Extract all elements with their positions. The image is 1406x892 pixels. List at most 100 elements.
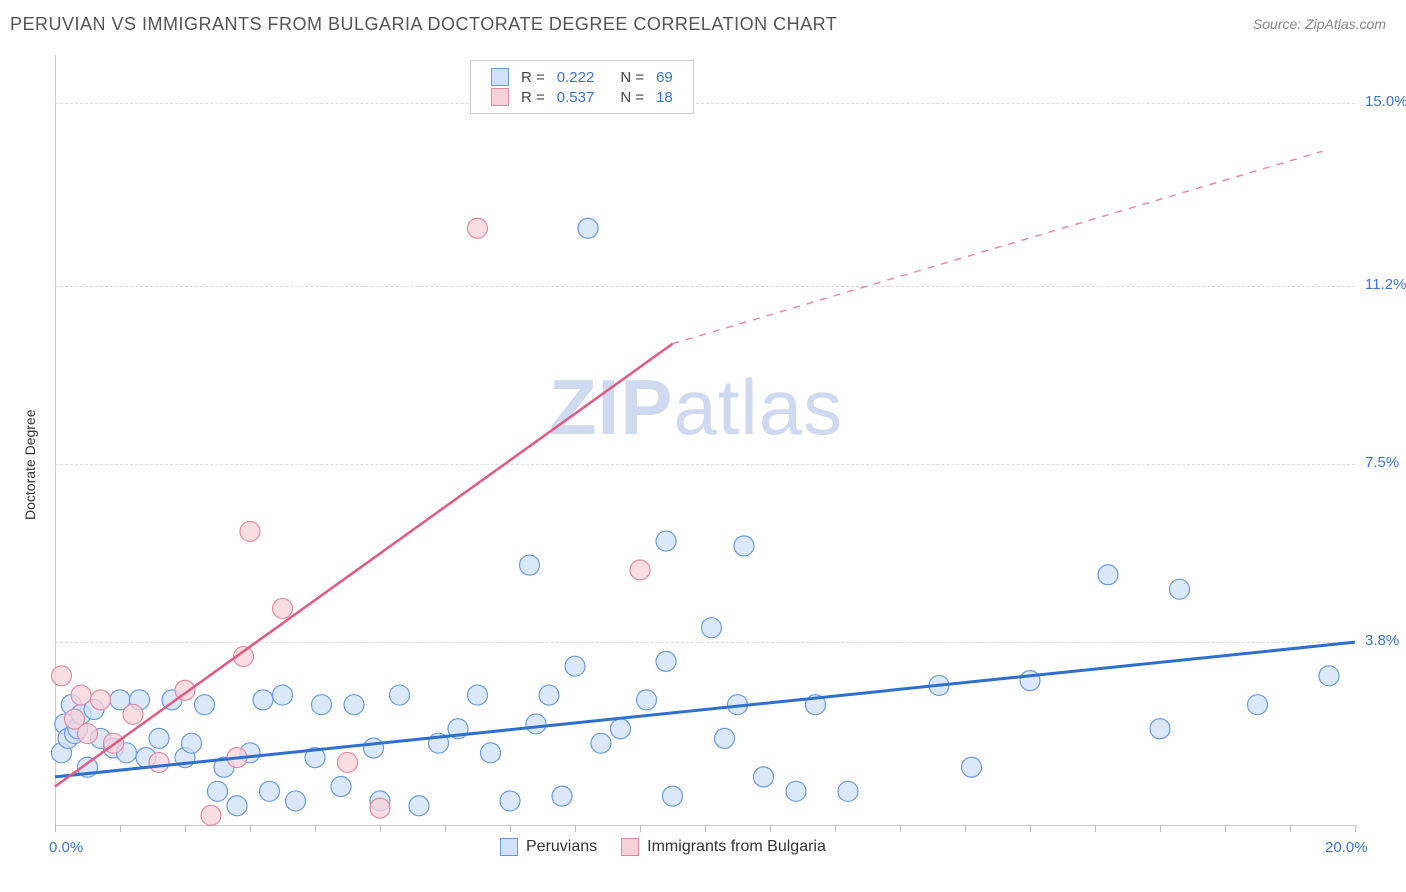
x-tick-mark: [380, 825, 381, 832]
x-corner-label: 0.0%: [49, 839, 83, 856]
data-point-peruvians: [611, 719, 631, 739]
legend-r-label: R =: [515, 87, 551, 107]
data-point-bulgaria: [338, 752, 358, 772]
y-tick-label: 11.2%: [1365, 276, 1406, 293]
data-point-peruvians: [754, 767, 774, 787]
data-point-peruvians: [1098, 565, 1118, 585]
data-point-bulgaria: [468, 218, 488, 238]
data-point-bulgaria: [240, 521, 260, 541]
data-point-peruvians: [663, 786, 683, 806]
data-point-peruvians: [520, 555, 540, 575]
y-axis-label: Doctorate Degree: [22, 409, 38, 520]
data-point-peruvians: [715, 728, 735, 748]
data-point-peruvians: [578, 218, 598, 238]
data-point-peruvians: [1170, 579, 1190, 599]
data-point-peruvians: [539, 685, 559, 705]
legend-r-label: R =: [515, 67, 551, 87]
legend-item-peruvians: Peruvians: [500, 838, 597, 856]
x-tick-mark: [900, 825, 901, 832]
x-tick-mark: [120, 825, 121, 832]
data-point-bulgaria: [71, 685, 91, 705]
x-tick-mark: [445, 825, 446, 832]
data-point-peruvians: [838, 781, 858, 801]
data-point-peruvians: [1248, 695, 1268, 715]
x-tick-mark: [510, 825, 511, 832]
data-point-peruvians: [702, 618, 722, 638]
legend-n-value-peruvians: 69: [650, 67, 679, 87]
data-point-bulgaria: [78, 724, 98, 744]
data-point-peruvians: [331, 777, 351, 797]
data-point-peruvians: [273, 685, 293, 705]
legend-r-value-bulgaria: 0.537: [551, 87, 601, 107]
data-point-peruvians: [208, 781, 228, 801]
data-point-bulgaria: [91, 690, 111, 710]
data-point-peruvians: [962, 757, 982, 777]
trend-line-bulgaria: [55, 344, 673, 787]
x-tick-mark: [1160, 825, 1161, 832]
x-tick-mark: [770, 825, 771, 832]
data-point-bulgaria: [273, 598, 293, 618]
y-tick-label: 15.0%: [1365, 93, 1406, 110]
x-corner-label: 20.0%: [1325, 839, 1368, 856]
data-point-peruvians: [591, 733, 611, 753]
data-point-bulgaria: [52, 666, 72, 686]
x-tick-mark: [1290, 825, 1291, 832]
data-point-peruvians: [526, 714, 546, 734]
legend-item-bulgaria: Immigrants from Bulgaria: [621, 838, 826, 856]
data-point-peruvians: [344, 695, 364, 715]
x-tick-mark: [185, 825, 186, 832]
data-point-peruvians: [552, 786, 572, 806]
plot-svg: [55, 55, 1355, 825]
x-tick-mark: [315, 825, 316, 832]
data-point-peruvians: [637, 690, 657, 710]
chart-header: PERUVIAN VS IMMIGRANTS FROM BULGARIA DOC…: [0, 0, 1406, 48]
legend-n-value-bulgaria: 18: [650, 87, 679, 107]
data-point-peruvians: [149, 728, 169, 748]
data-point-bulgaria: [149, 752, 169, 772]
legend-swatch-peruvians: [500, 838, 518, 856]
legend-label-peruvians: Peruvians: [526, 838, 597, 856]
data-point-peruvians: [390, 685, 410, 705]
x-tick-mark: [705, 825, 706, 832]
legend-series-box: Peruvians Immigrants from Bulgaria: [500, 838, 826, 856]
trend-line-dashed-bulgaria: [673, 151, 1323, 344]
data-point-peruvians: [364, 738, 384, 758]
legend-swatch-peruvians: [491, 68, 509, 86]
data-point-peruvians: [253, 690, 273, 710]
data-point-peruvians: [656, 531, 676, 551]
data-point-peruvians: [734, 536, 754, 556]
legend-r-value-peruvians: 0.222: [551, 67, 601, 87]
data-point-peruvians: [260, 781, 280, 801]
data-point-peruvians: [656, 651, 676, 671]
legend-stats-box: R = 0.222 N = 69 R = 0.537 N = 18: [470, 60, 694, 114]
legend-swatch-bulgaria: [621, 838, 639, 856]
x-tick-mark: [1030, 825, 1031, 832]
data-point-bulgaria: [630, 560, 650, 580]
x-tick-mark: [575, 825, 576, 832]
y-tick-label: 7.5%: [1365, 454, 1399, 471]
data-point-peruvians: [1150, 719, 1170, 739]
data-point-peruvians: [565, 656, 585, 676]
data-point-bulgaria: [201, 805, 221, 825]
data-point-peruvians: [468, 685, 488, 705]
x-tick-mark: [835, 825, 836, 832]
x-tick-mark: [250, 825, 251, 832]
x-tick-mark: [1355, 825, 1356, 832]
data-point-peruvians: [409, 796, 429, 816]
legend-swatch-bulgaria: [491, 88, 509, 106]
data-point-peruvians: [182, 733, 202, 753]
data-point-peruvians: [500, 791, 520, 811]
data-point-peruvians: [481, 743, 501, 763]
chart-title: PERUVIAN VS IMMIGRANTS FROM BULGARIA DOC…: [10, 14, 837, 35]
x-tick-mark: [1095, 825, 1096, 832]
x-tick-mark: [55, 825, 56, 832]
data-point-peruvians: [312, 695, 332, 715]
x-tick-mark: [1225, 825, 1226, 832]
data-point-peruvians: [195, 695, 215, 715]
x-tick-mark: [965, 825, 966, 832]
data-point-bulgaria: [123, 704, 143, 724]
chart-source: Source: ZipAtlas.com: [1253, 16, 1386, 32]
y-tick-label: 3.8%: [1365, 632, 1399, 649]
data-point-bulgaria: [370, 798, 390, 818]
data-point-peruvians: [1319, 666, 1339, 686]
